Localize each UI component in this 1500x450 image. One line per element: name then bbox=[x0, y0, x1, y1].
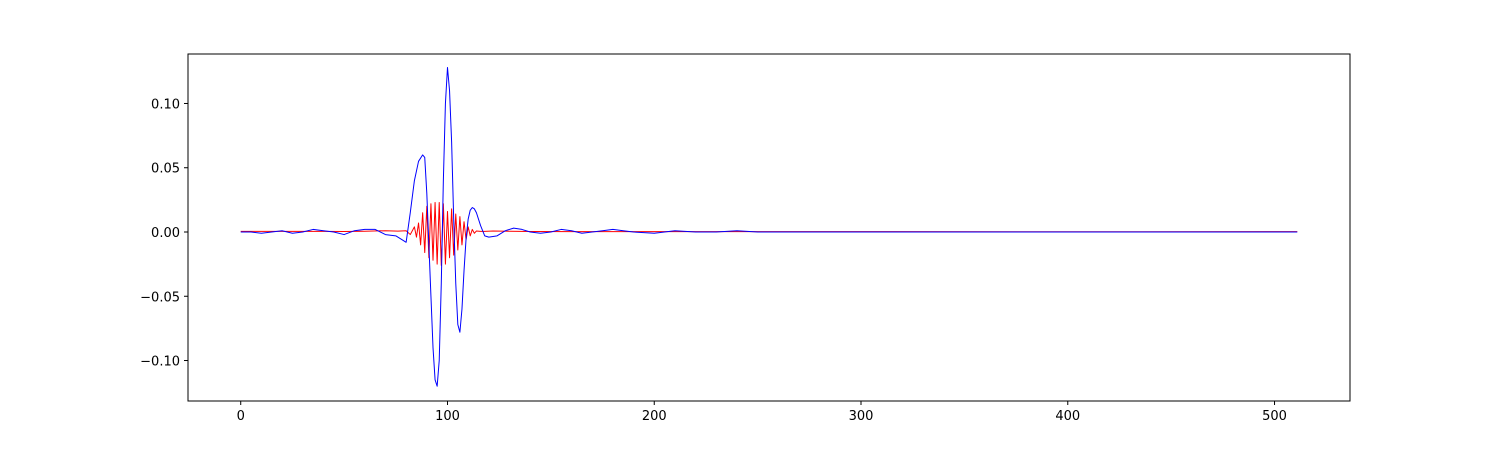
x-tick-label: 400 bbox=[1055, 409, 1080, 424]
y-tick-label: −0.10 bbox=[140, 355, 180, 370]
x-tick-label: 200 bbox=[642, 409, 667, 424]
x-tick-label: 100 bbox=[435, 409, 460, 424]
plot-background bbox=[188, 54, 1350, 401]
y-tick-label: 0.10 bbox=[151, 97, 180, 112]
axes-layer: 0 100 200 300 400 500 −0.10 −0.05 0.00 0.05 0.10 bbox=[140, 97, 1287, 424]
series-blue-line bbox=[240, 66, 1298, 387]
x-tick-label: 0 bbox=[237, 409, 245, 424]
x-tick-label: 500 bbox=[1262, 409, 1287, 424]
x-tick-label: 300 bbox=[849, 409, 874, 424]
y-tick-label: 0.00 bbox=[151, 226, 180, 241]
y-tick-label: 0.05 bbox=[151, 162, 180, 177]
plot-frame bbox=[187, 53, 1351, 402]
y-tick-label: −0.05 bbox=[140, 290, 180, 305]
series-layer bbox=[240, 66, 1298, 387]
